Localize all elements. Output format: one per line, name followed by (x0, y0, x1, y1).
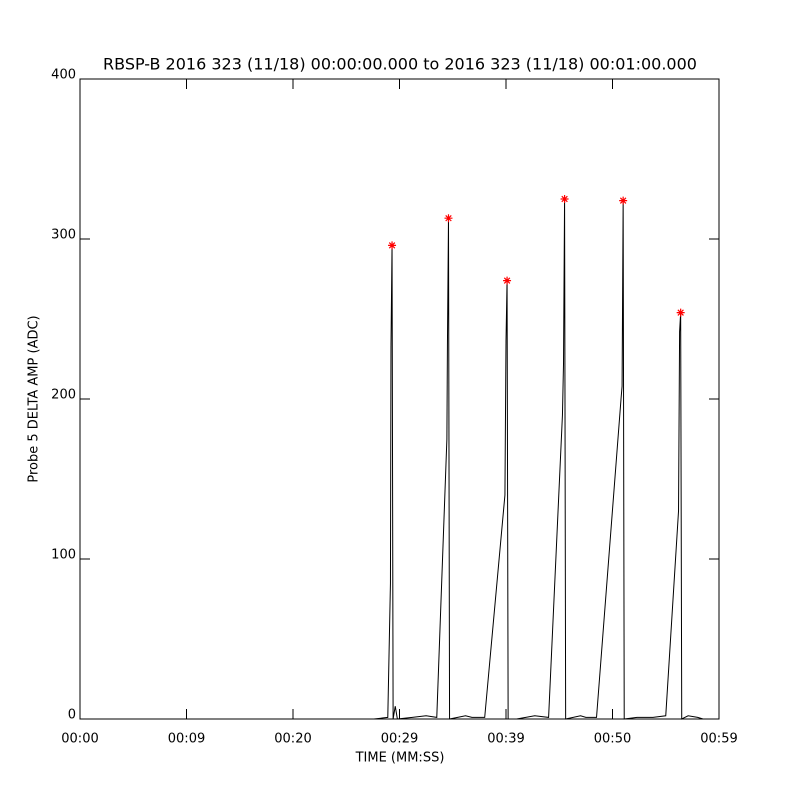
peak-marker (676, 308, 685, 317)
peak-marker (560, 195, 569, 203)
y-tick-label: 400 (51, 68, 76, 83)
y-tick-label: 100 (51, 548, 76, 563)
x-axis-label: TIME (MM:SS) (355, 751, 445, 766)
x-tick-label: 00:00 (61, 732, 98, 747)
x-tick-label: 00:09 (168, 732, 205, 747)
data-line (80, 198, 704, 720)
x-tick-label: 00:39 (487, 732, 524, 747)
peak-marker (388, 241, 397, 250)
x-tick-label: 00:59 (700, 732, 737, 747)
y-axis-label: Probe 5 DELTA AMP (ADC) (27, 315, 42, 482)
x-tick-label: 00:20 (274, 732, 311, 747)
peak-marker (619, 196, 628, 205)
y-tick-label: 300 (51, 228, 76, 243)
y-tick-label: 0 (68, 708, 76, 723)
y-tick-label: 200 (51, 388, 76, 403)
x-tick-label: 00:29 (381, 732, 418, 747)
x-tick-label: 00:50 (594, 732, 631, 747)
peak-marker (444, 214, 453, 223)
peak-marker (503, 276, 512, 285)
chart-title: RBSP-B 2016 323 (11/18) 00:00:00.000 to … (103, 55, 697, 74)
